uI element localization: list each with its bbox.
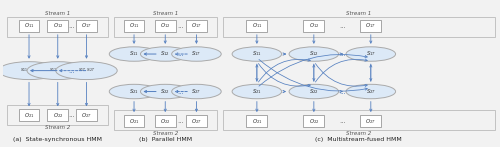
- Circle shape: [172, 84, 221, 99]
- FancyBboxPatch shape: [304, 20, 324, 32]
- Text: $O_{12}$: $O_{12}$: [52, 21, 63, 30]
- Text: $S_{12},S_{22}$: $S_{12},S_{22}$: [49, 67, 66, 74]
- FancyBboxPatch shape: [76, 109, 97, 121]
- FancyBboxPatch shape: [304, 115, 324, 127]
- FancyBboxPatch shape: [246, 115, 268, 127]
- Text: $O_{2T}$: $O_{2T}$: [191, 117, 202, 126]
- FancyBboxPatch shape: [155, 20, 176, 32]
- Circle shape: [172, 47, 221, 61]
- Text: $S_{22}$: $S_{22}$: [160, 87, 170, 96]
- Text: ...: ...: [339, 23, 345, 29]
- Text: Stream 1: Stream 1: [153, 11, 178, 16]
- Circle shape: [289, 84, 339, 99]
- Text: $O_{11}$: $O_{11}$: [252, 21, 262, 30]
- Text: (b)  Parallel HMM: (b) Parallel HMM: [139, 137, 192, 142]
- Text: $O_{1T}$: $O_{1T}$: [81, 21, 92, 30]
- Text: $S_{11}$: $S_{11}$: [129, 50, 139, 59]
- Text: $O_{1T}$: $O_{1T}$: [191, 21, 202, 30]
- Text: (a)  State-synchronous HMM: (a) State-synchronous HMM: [14, 137, 102, 142]
- Text: $S_{11}$: $S_{11}$: [252, 50, 262, 59]
- FancyBboxPatch shape: [76, 20, 97, 32]
- Circle shape: [0, 62, 60, 80]
- Text: $O_{21}$: $O_{21}$: [252, 117, 262, 126]
- Circle shape: [140, 84, 190, 99]
- Text: $O_{21}$: $O_{21}$: [129, 117, 140, 126]
- Text: ...: ...: [178, 118, 184, 124]
- FancyBboxPatch shape: [124, 115, 144, 127]
- Text: ...: ...: [68, 23, 75, 29]
- FancyBboxPatch shape: [18, 20, 40, 32]
- FancyBboxPatch shape: [48, 109, 68, 121]
- Circle shape: [110, 47, 159, 61]
- Text: $O_{12}$: $O_{12}$: [160, 21, 170, 30]
- Text: ...: ...: [68, 68, 75, 74]
- Circle shape: [27, 62, 88, 80]
- Text: $O_{11}$: $O_{11}$: [129, 21, 140, 30]
- Text: $S_{21}$: $S_{21}$: [129, 87, 139, 96]
- Text: Stream 1: Stream 1: [346, 11, 372, 16]
- Text: (c)  Multistream-fused HMM: (c) Multistream-fused HMM: [316, 137, 402, 142]
- Circle shape: [289, 47, 339, 61]
- Circle shape: [346, 47, 396, 61]
- Text: ...: ...: [339, 51, 345, 57]
- Circle shape: [140, 47, 190, 61]
- Text: $S_{2T}$: $S_{2T}$: [191, 87, 202, 96]
- Text: $O_{12}$: $O_{12}$: [308, 21, 319, 30]
- Text: Stream 2: Stream 2: [45, 125, 70, 130]
- Text: $O_{22}$: $O_{22}$: [308, 117, 319, 126]
- Text: Stream 1: Stream 1: [45, 11, 70, 16]
- Text: $S_{2T}$: $S_{2T}$: [366, 87, 376, 96]
- Text: $O_{21}$: $O_{21}$: [24, 111, 34, 120]
- Circle shape: [232, 47, 281, 61]
- Circle shape: [346, 84, 396, 99]
- Text: Stream 2: Stream 2: [346, 131, 372, 136]
- Circle shape: [232, 84, 281, 99]
- Text: Stream 2: Stream 2: [153, 131, 178, 136]
- FancyBboxPatch shape: [246, 20, 268, 32]
- Text: ...: ...: [339, 88, 345, 95]
- Circle shape: [56, 62, 117, 80]
- Text: ...: ...: [178, 23, 184, 29]
- Text: $S_{1T}$: $S_{1T}$: [366, 50, 376, 59]
- Text: $S_{22}$: $S_{22}$: [309, 87, 319, 96]
- Text: $S_{1T},S_{2T}$: $S_{1T},S_{2T}$: [78, 67, 96, 74]
- Text: $O_{2T}$: $O_{2T}$: [81, 111, 92, 120]
- FancyBboxPatch shape: [186, 20, 207, 32]
- FancyBboxPatch shape: [18, 109, 40, 121]
- Text: $O_{22}$: $O_{22}$: [160, 117, 170, 126]
- FancyBboxPatch shape: [48, 20, 68, 32]
- FancyBboxPatch shape: [186, 115, 207, 127]
- Text: $O_{22}$: $O_{22}$: [52, 111, 63, 120]
- FancyBboxPatch shape: [360, 115, 381, 127]
- Text: ...: ...: [178, 51, 184, 57]
- Text: $S_{21}$: $S_{21}$: [252, 87, 262, 96]
- Text: ...: ...: [68, 112, 75, 118]
- FancyBboxPatch shape: [360, 20, 381, 32]
- Text: $O_{11}$: $O_{11}$: [24, 21, 34, 30]
- Text: ...: ...: [339, 118, 345, 124]
- Text: $S_{1T}$: $S_{1T}$: [191, 50, 202, 59]
- Text: $S_{12}$: $S_{12}$: [309, 50, 319, 59]
- Text: $S_{12}$: $S_{12}$: [160, 50, 170, 59]
- FancyBboxPatch shape: [155, 115, 176, 127]
- Text: ...: ...: [178, 88, 184, 95]
- Circle shape: [110, 84, 159, 99]
- Text: $O_{2T}$: $O_{2T}$: [366, 117, 376, 126]
- Text: $S_{11},S_{21}$: $S_{11},S_{21}$: [20, 67, 38, 74]
- Text: $O_{1T}$: $O_{1T}$: [366, 21, 376, 30]
- FancyBboxPatch shape: [124, 20, 144, 32]
